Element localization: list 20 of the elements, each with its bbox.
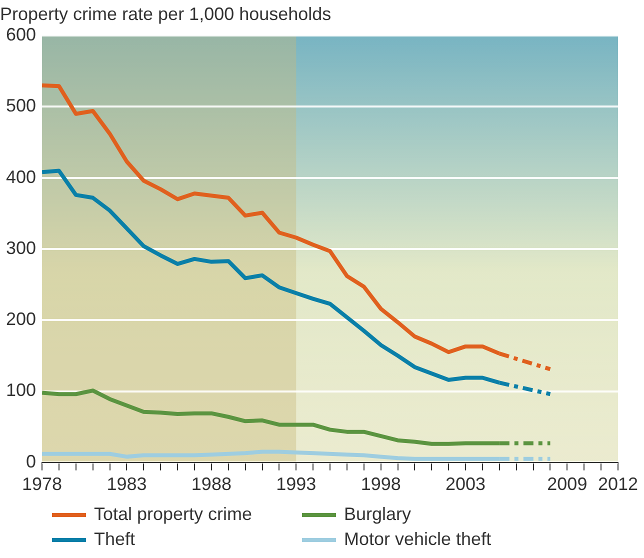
x-tick-label: 1988	[191, 474, 232, 494]
y-tick-label: 100	[6, 380, 36, 400]
x-tick-label: 1993	[276, 474, 316, 494]
x-tick-label: 2003	[446, 474, 486, 494]
legend-label: Motor vehicle theft	[344, 529, 492, 550]
x-tick-label: 1978	[22, 474, 62, 494]
x-tick-label: 2012	[598, 474, 638, 494]
y-tick-label: 600	[6, 24, 36, 45]
legend-label: Theft	[94, 529, 136, 550]
y-tick-label: 500	[6, 96, 36, 116]
y-tick-label: 200	[6, 309, 36, 330]
x-tick-label: 1998	[360, 474, 401, 494]
y-tick-label: 400	[6, 166, 36, 187]
y-tick-label: 0	[26, 451, 36, 472]
x-tick-label: 2009	[547, 474, 588, 494]
x-tick-label: 1983	[106, 474, 147, 494]
y-tick-label: 300	[6, 238, 36, 258]
chart-title: Property crime rate per 1,000 households	[0, 4, 332, 24]
legend-label: Total property crime	[94, 504, 252, 525]
legend-label: Burglary	[344, 504, 412, 525]
